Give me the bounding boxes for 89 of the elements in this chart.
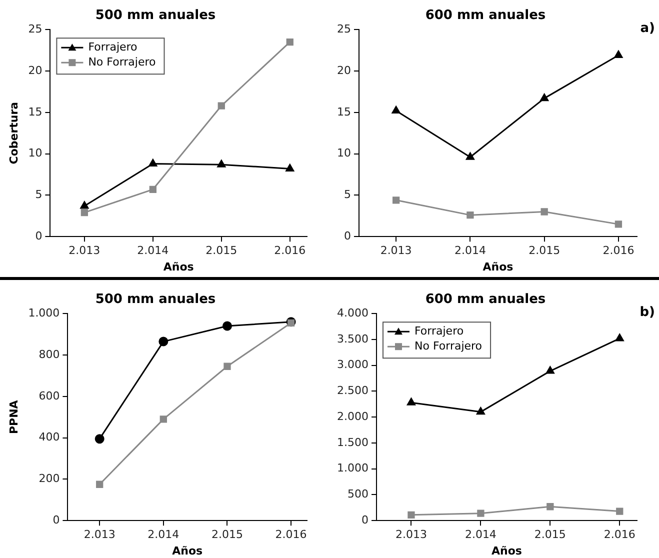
y-tick-label: 1.000 (336, 462, 368, 475)
y-axis-title: PPNA (7, 400, 20, 434)
y-tick-label: 25 (336, 22, 351, 36)
y-tick-label: 0 (52, 513, 60, 526)
x-tick-label: 2.013 (84, 528, 116, 542)
point (218, 102, 225, 110)
x-tick-label: 2.013 (68, 244, 100, 258)
chart-title: 600 mm anuales (425, 8, 546, 24)
point (408, 511, 415, 518)
point (148, 158, 158, 166)
legend-label: Forrajero (414, 324, 464, 338)
y-tick-label: 0 (361, 513, 368, 526)
point (80, 209, 88, 216)
y-tick-label: 0 (344, 229, 351, 242)
point (392, 196, 400, 204)
y-axis-title: Cobertura (7, 102, 20, 164)
y-tick-label: 1.500 (336, 436, 368, 449)
x-tick-label: 2.014 (454, 244, 486, 258)
point (540, 94, 549, 102)
x-tick-label: 2.013 (395, 528, 427, 542)
y-tick-label: 3.000 (336, 358, 368, 372)
point (224, 362, 231, 370)
y-tick-label: 15 (336, 105, 351, 118)
y-tick-label: 10 (336, 146, 351, 160)
point (614, 50, 623, 58)
y-tick-label: 400 (38, 430, 60, 444)
x-tick-label: 2.015 (211, 528, 243, 542)
point (407, 398, 416, 406)
y-tick-label: 20 (336, 64, 351, 77)
legend-label: No Forrajero (414, 339, 482, 352)
chart-title: 500 mm anuales (95, 8, 216, 24)
point (466, 211, 474, 219)
point (149, 186, 156, 193)
y-tick-label: 15 (28, 105, 42, 118)
x-axis-title: Años (482, 260, 514, 274)
x-axis-title: Años (163, 260, 194, 274)
legend-label: Forrajero (88, 40, 138, 54)
chart-title: 600 mm anuales (425, 292, 546, 308)
y-tick-label: 2.500 (336, 384, 368, 398)
y-tick-label: 25 (28, 22, 42, 36)
x-tick-label: 2.016 (275, 528, 307, 542)
point (217, 160, 226, 168)
y-tick-label: 0 (35, 229, 42, 242)
point (540, 208, 548, 216)
point (477, 510, 484, 517)
point (94, 434, 104, 444)
y-tick-label: 800 (38, 348, 60, 361)
y-tick-label: 5 (344, 188, 351, 202)
point (160, 416, 167, 423)
x-tick-label: 2.014 (464, 528, 496, 542)
point (546, 503, 554, 510)
x-tick-label: 2.015 (206, 244, 238, 258)
point (158, 336, 168, 346)
point (466, 152, 474, 160)
y-tick-label: 4.000 (336, 306, 368, 320)
x-tick-label: 2.016 (274, 244, 306, 258)
point (476, 407, 485, 415)
y-tick-label: 600 (38, 389, 60, 402)
point (286, 164, 294, 172)
x-tick-label: 2.016 (602, 244, 634, 258)
point (286, 38, 294, 46)
x-tick-label: 2.014 (148, 528, 180, 542)
text: b) (640, 304, 655, 320)
x-tick-label: 2.015 (528, 244, 560, 258)
y-tick-label: 20 (28, 64, 42, 77)
y-tick-label: 200 (38, 472, 60, 486)
x-axis-title: Años (492, 544, 522, 558)
y-tick-label: 1.000 (28, 306, 60, 320)
x-tick-label: 2.014 (137, 244, 169, 258)
point (615, 334, 624, 342)
x-tick-label: 2.016 (604, 528, 636, 542)
point (546, 366, 554, 374)
x-axis-title: Años (172, 544, 204, 558)
y-tick-label: 500 (347, 488, 368, 501)
point (616, 508, 624, 515)
y-tick-label: 10 (28, 146, 42, 160)
y-tick-label: 3.500 (336, 332, 368, 346)
point (614, 220, 622, 228)
legend-label: No Forrajero (88, 55, 156, 68)
text: a) (640, 20, 655, 36)
chart-title: 500 mm anuales (95, 292, 216, 308)
x-tick-label: 2.015 (534, 528, 566, 542)
point (392, 106, 400, 114)
point (80, 201, 89, 209)
point (222, 321, 232, 331)
y-tick-label: 2.000 (336, 410, 368, 423)
point (96, 480, 104, 488)
x-tick-label: 2.013 (380, 244, 412, 258)
y-tick-label: 5 (35, 188, 42, 202)
